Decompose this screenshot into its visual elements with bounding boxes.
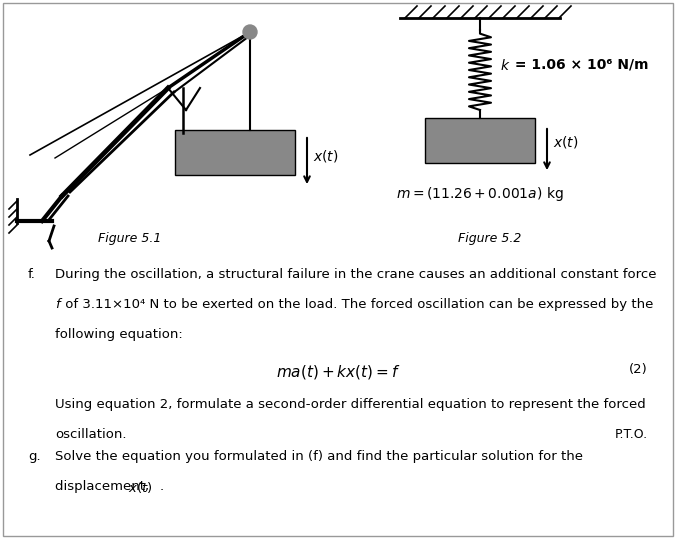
Text: oscillation.: oscillation.	[55, 428, 126, 441]
Text: $m = (11.26 + 0.001a)\ \mathrm{kg}$: $m = (11.26 + 0.001a)\ \mathrm{kg}$	[396, 185, 564, 203]
Text: (2): (2)	[629, 363, 648, 376]
Text: = 1.06 × 10⁶ N/m: = 1.06 × 10⁶ N/m	[510, 58, 648, 72]
Text: Figure 5.2: Figure 5.2	[458, 232, 522, 245]
Text: .: .	[160, 480, 164, 493]
Bar	[175, 130, 295, 175]
Text: g.: g.	[28, 450, 41, 463]
Text: of 3.11×10⁴ N to be exerted on the load. The forced oscillation can be expressed: of 3.11×10⁴ N to be exerted on the load.…	[61, 298, 654, 311]
Text: f: f	[55, 298, 59, 311]
Text: $x(t)$: $x(t)$	[128, 480, 153, 495]
Text: $x(t)$: $x(t)$	[313, 148, 339, 163]
Text: During the oscillation, a structural failure in the crane causes an additional c: During the oscillation, a structural fai…	[55, 268, 656, 281]
Text: P.T.O.: P.T.O.	[615, 428, 648, 441]
Circle shape	[243, 25, 257, 39]
Text: Using equation 2, formulate a second-order differential equation to represent th: Using equation 2, formulate a second-ord…	[55, 398, 646, 411]
Text: displacement,: displacement,	[55, 480, 153, 493]
Text: Solve the equation you formulated in (f) and find the particular solution for th: Solve the equation you formulated in (f)…	[55, 450, 583, 463]
Bar	[425, 118, 535, 163]
Text: $k$: $k$	[500, 58, 510, 73]
Text: Figure 5.1: Figure 5.1	[98, 232, 162, 245]
Text: following equation:: following equation:	[55, 328, 183, 341]
Text: $x(t)$: $x(t)$	[553, 135, 579, 150]
Text: $ma(t) + kx(t) = f$: $ma(t) + kx(t) = f$	[276, 363, 400, 381]
Text: f.: f.	[28, 268, 36, 281]
